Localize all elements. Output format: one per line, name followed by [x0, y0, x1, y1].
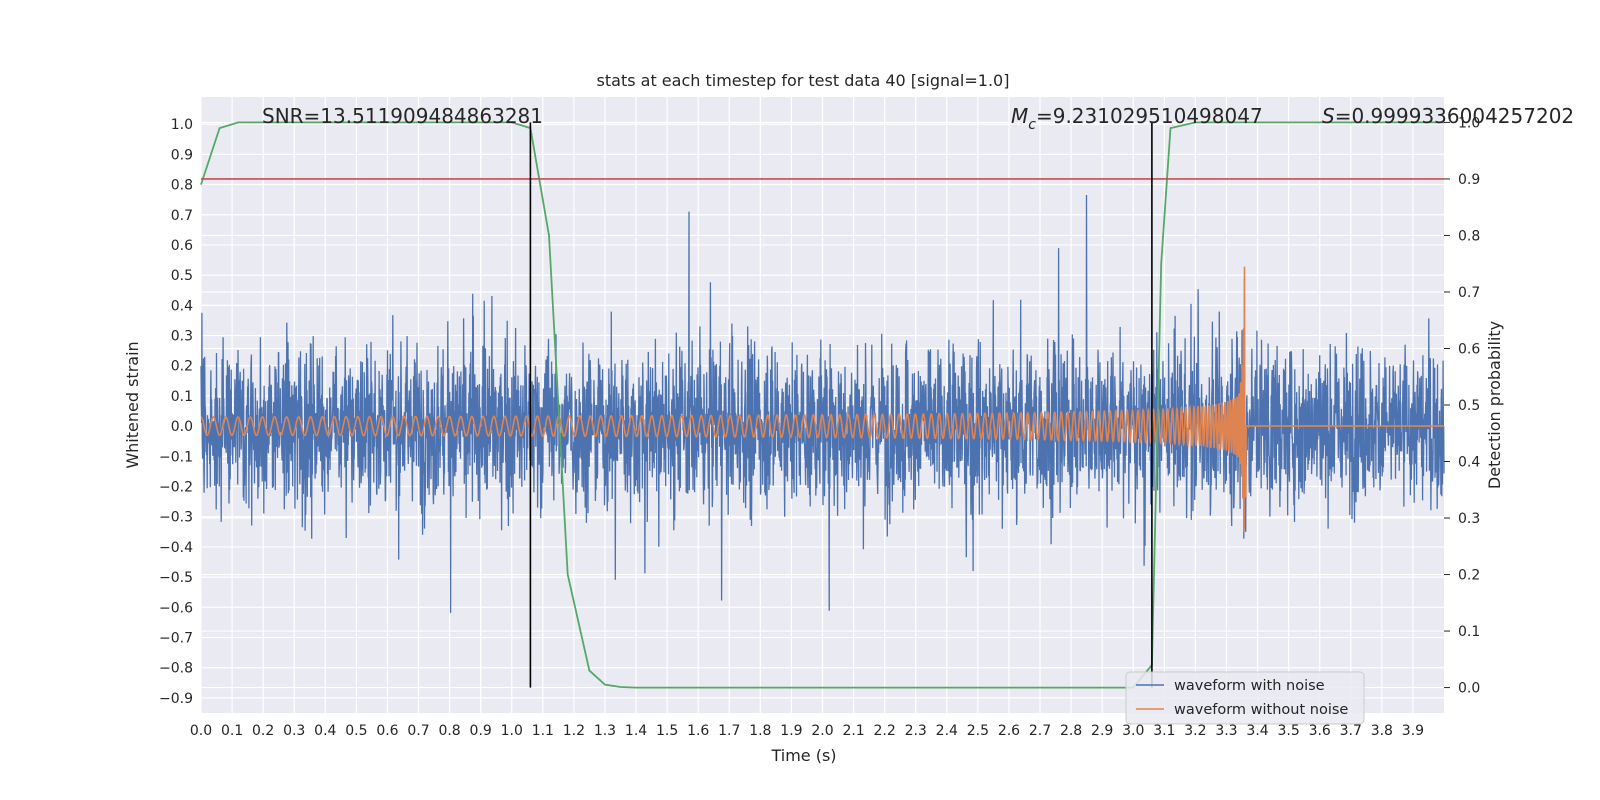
x-tick-label: 3.0: [1122, 723, 1144, 739]
x-tick-label: 3.8: [1371, 723, 1393, 739]
x-tick-label: 3.4: [1246, 723, 1268, 739]
y-left-tick-label: 0.3: [171, 329, 193, 345]
y-right-tick-label: 1.0: [1458, 115, 1480, 131]
clean-waveform-line: [200, 266, 1444, 532]
x-tick-label: 1.1: [532, 723, 554, 739]
y-right-tick-label: 0.0: [1458, 681, 1480, 697]
x-tick-label: 0.8: [438, 723, 460, 739]
x-tick-label: 2.5: [967, 723, 989, 739]
detection-probability-layer: [200, 121, 1444, 689]
chirp-mass-subscript: c: [1028, 117, 1036, 133]
x-tick-label: 0.9: [470, 723, 492, 739]
y-left-tick-label: −0.5: [159, 570, 193, 586]
x-tick-label: 0.2: [252, 723, 274, 739]
y-right-tick-label: 0.1: [1458, 624, 1480, 640]
x-tick-label: 0.7: [407, 723, 429, 739]
x-tick-label: 0.1: [221, 723, 243, 739]
x-tick-label: 1.9: [780, 723, 802, 739]
noisy-waveform: [200, 194, 1445, 613]
y-right-tick-label: 0.4: [1458, 455, 1480, 471]
score-annotation: S=0.9999336004257202: [1322, 104, 1574, 128]
y-right-tick-label: 0.2: [1458, 568, 1480, 584]
x-tick-label: 2.8: [1060, 723, 1082, 739]
snr-annotation: SNR=13.511909484863281: [262, 104, 543, 128]
x-tick-label: 3.9: [1402, 723, 1424, 739]
x-tick-label: 0.5: [345, 723, 367, 739]
y-left-tick-label: 0.1: [171, 389, 193, 405]
x-tick-label: 0.6: [376, 723, 398, 739]
x-tick-label: 2.7: [1029, 723, 1051, 739]
y-left-tick-label: −0.9: [159, 691, 193, 707]
y-right-tick-label: 0.5: [1458, 398, 1480, 414]
clean-waveform: [200, 266, 1444, 532]
x-tick-label: 1.2: [563, 723, 585, 739]
x-tick-label: 1.0: [501, 723, 523, 739]
x-tick-label: 3.2: [1184, 723, 1206, 739]
legend-box: [1125, 671, 1365, 725]
y-left-tick-label: −0.4: [159, 540, 193, 556]
x-tick-label: 2.2: [874, 723, 896, 739]
chart-title: stats at each timestep for test data 40 …: [597, 71, 1010, 90]
legend-label-noisy: waveform with noise: [1174, 678, 1325, 694]
legend-label-clean: waveform without noise: [1174, 702, 1348, 718]
y-axis-right-ticks: 1.0 0.9 0.8 0.7 0.6 0.5 0.4 0.3 0.2 0.1 0.0: [1444, 115, 1480, 697]
y-axis-right-label: Detection probability: [1485, 321, 1504, 489]
y-left-tick-label: 1.0: [171, 117, 193, 133]
x-tick-label: 3.5: [1277, 723, 1299, 739]
y-right-tick-label: 0.8: [1458, 228, 1480, 244]
y-right-tick-label: 0.6: [1458, 341, 1480, 357]
y-left-tick-label: −0.1: [159, 449, 193, 465]
y-left-tick-label: 0.4: [171, 298, 193, 314]
x-tick-label: 2.1: [842, 723, 864, 739]
legend: waveform with noise waveform without noi…: [1125, 671, 1365, 725]
x-tick-label: 1.3: [594, 723, 616, 739]
y-axis-left-ticks: 1.0 0.9 0.8 0.7 0.6 0.5 0.4 0.3 0.2 0.1 0.0 −0.1 −0.…: [159, 117, 193, 707]
y-left-tick-label: −0.6: [159, 600, 193, 616]
x-tick-label: 2.9: [1091, 723, 1113, 739]
y-right-tick-label: 0.3: [1458, 511, 1480, 527]
y-left-tick-label: −0.7: [159, 631, 193, 647]
y-axis-left-label: Whitened strain: [123, 341, 142, 468]
score-value: =0.9999336004257202: [1335, 104, 1574, 128]
markers: [201, 122, 1444, 688]
y-left-tick-label: 0.2: [171, 359, 193, 375]
x-tick-label: 1.8: [749, 723, 771, 739]
y-left-tick-label: −0.8: [159, 661, 193, 677]
x-tick-label: 0.4: [314, 723, 336, 739]
detection-probability-line: [200, 121, 1444, 689]
x-tick-label: 2.4: [936, 723, 958, 739]
x-tick-label: 3.3: [1215, 723, 1237, 739]
x-axis-ticks: 0.0 0.1 0.2 0.3 0.4 0.5 0.6 0.7 0.8 0.9 1.0 1.1 1.2 1…: [190, 723, 1424, 739]
x-axis-label: Time (s): [770, 746, 836, 765]
x-tick-label: 1.5: [656, 723, 678, 739]
x-tick-label: 2.0: [811, 723, 833, 739]
x-tick-label: 1.7: [718, 723, 740, 739]
y-left-tick-label: −0.2: [159, 480, 193, 496]
x-tick-label: 1.4: [625, 723, 647, 739]
x-tick-label: 1.6: [687, 723, 709, 739]
y-left-tick-label: 0.6: [171, 238, 193, 254]
chirp-mass-value: =9.231029510498047: [1036, 104, 1263, 128]
y-left-tick-label: 0.0: [171, 419, 193, 435]
y-left-tick-label: 0.9: [171, 147, 193, 163]
grid: [200, 97, 1444, 713]
x-tick-label: 0.3: [283, 723, 305, 739]
noisy-waveform-line: [200, 194, 1445, 613]
y-left-tick-label: 0.5: [171, 268, 193, 284]
x-tick-label: 3.1: [1153, 723, 1175, 739]
y-right-tick-label: 0.7: [1458, 285, 1480, 301]
chirp-mass-symbol: M: [1011, 104, 1028, 128]
y-left-tick-label: 0.7: [171, 208, 193, 224]
x-tick-label: 3.6: [1309, 723, 1331, 739]
score-symbol: S: [1322, 104, 1335, 128]
y-left-tick-label: −0.3: [159, 510, 193, 526]
y-left-tick-label: 0.8: [171, 178, 193, 194]
y-right-tick-label: 0.9: [1458, 172, 1480, 188]
x-tick-label: 2.6: [998, 723, 1020, 739]
x-tick-label: 2.3: [905, 723, 927, 739]
x-tick-label: 3.7: [1340, 723, 1362, 739]
x-tick-label: 0.0: [190, 723, 212, 739]
chirp-mass-annotation: Mc=9.231029510498047: [1011, 104, 1263, 133]
